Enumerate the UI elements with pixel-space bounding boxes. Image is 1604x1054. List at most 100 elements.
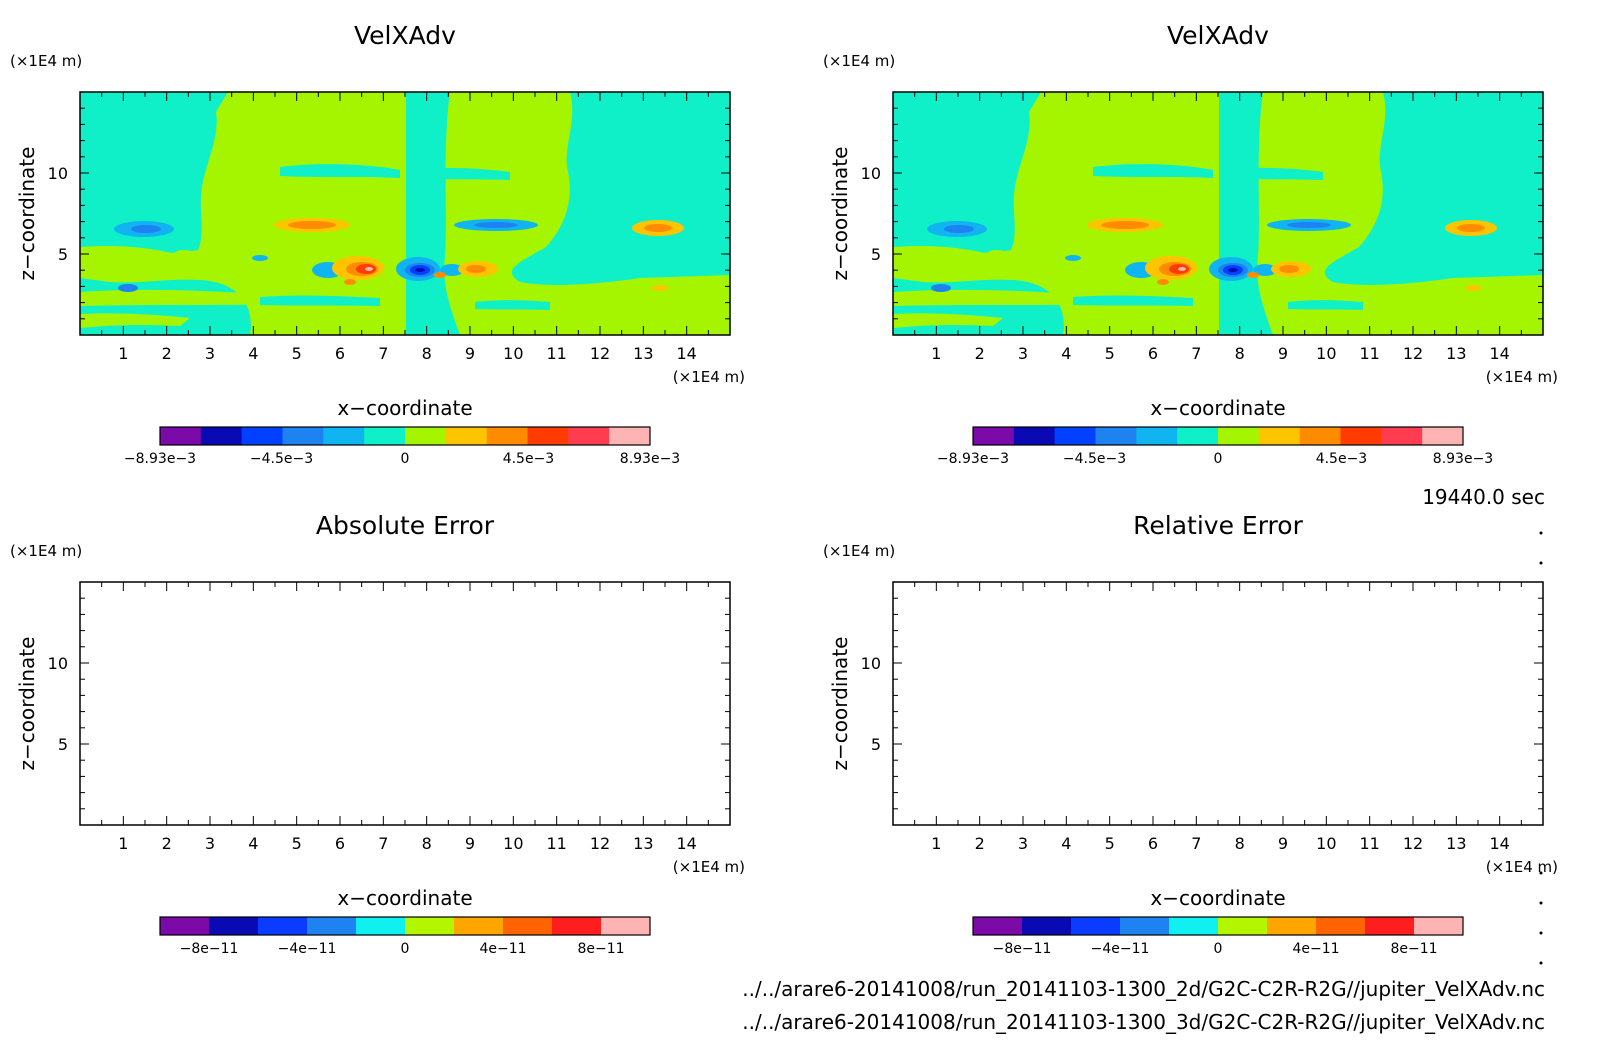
colorbar-frame (159, 916, 651, 936)
colorbar-swatch (1095, 427, 1137, 445)
y-unit-label: (×1E4 m) (823, 52, 895, 70)
colorbar-label: −8e−11 (993, 941, 1052, 957)
colorbar-swatch (1022, 917, 1072, 935)
x-tick-label: 10 (503, 344, 523, 363)
colorbar-swatch (1177, 427, 1219, 445)
colorbar-frame (159, 426, 651, 446)
x-tick-label: 9 (465, 834, 475, 853)
colorbar-swatch (973, 427, 1015, 445)
colorbar-label: −4e−11 (1091, 941, 1150, 957)
x-tick-label: 3 (205, 344, 215, 363)
x-tick-label: 12 (590, 834, 610, 853)
colorbar-swatch (1218, 917, 1268, 935)
colorbar: −8.93e−3 −4.5e−3 0 4.5e−3 8.93e−3 (124, 426, 680, 467)
x-tick-label: 7 (1191, 834, 1201, 853)
x-tick-label: 9 (1278, 344, 1288, 363)
colorbar-swatch (1365, 917, 1415, 935)
contour-field (80, 92, 730, 335)
x-tick-label: 14 (676, 834, 696, 853)
colorbar-swatch (258, 917, 308, 935)
x-tick-label: 1 (118, 344, 128, 363)
x-tick-label: 7 (378, 344, 388, 363)
x-tick-label: 2 (162, 834, 172, 853)
colorbar-label: 0 (401, 451, 410, 467)
colorbar-frame (972, 916, 1464, 936)
x-tick-label: 14 (676, 344, 696, 363)
colorbar-swatch (1316, 917, 1366, 935)
x-tick-label: 13 (633, 344, 653, 363)
colorbar: −8.93e−3 −4.5e−3 0 4.5e−3 8.93e−3 (937, 426, 1493, 467)
y-axis-label: z−coordinate (15, 637, 39, 771)
colorbar-swatch (364, 427, 406, 445)
x-axis-label: x−coordinate (1150, 886, 1285, 910)
contour-field (893, 92, 1543, 335)
x-tick-label: 7 (378, 834, 388, 853)
colorbar-label: 0 (1214, 941, 1223, 957)
x-tick-label: 11 (546, 834, 566, 853)
colorbar-label: −8e−11 (180, 941, 239, 957)
x-tick-label: 8 (1235, 834, 1245, 853)
colorbar-label: −4.5e−3 (1063, 451, 1126, 467)
colorbar-swatch (527, 427, 569, 445)
chart-panel-1: VelXAdv(×1E4 m)1 2 3 4 5 6 7 8 9 10 11 12 13 14510(×1… (10, 21, 745, 467)
file-path-2d: ../../arare6-20141008/run_20141103-1300_… (742, 977, 1545, 1001)
y-axis-label: z−coordinate (15, 147, 39, 281)
colorbar-swatch (1414, 917, 1464, 935)
colorbar-swatch (160, 427, 202, 445)
y-tick-label: 10 (861, 164, 881, 183)
colorbar-swatch (323, 427, 365, 445)
x-tick-label: 12 (590, 344, 610, 363)
x-axis-label: x−coordinate (1150, 396, 1285, 420)
x-tick-label: 13 (1446, 834, 1466, 853)
plot-frame (892, 581, 1544, 826)
colorbar-swatch (356, 917, 406, 935)
x-tick-label: 4 (248, 834, 258, 853)
colorbar-swatch (200, 427, 243, 445)
colorbar-swatch (601, 917, 651, 935)
x-tick-label: 1 (118, 834, 128, 853)
colorbar-swatch (552, 917, 602, 935)
plot-frame (79, 581, 731, 826)
colorbar-swatch (454, 917, 504, 935)
chart-panel-2: VelXAdv(×1E4 m)1 2 3 4 5 6 7 8 9 10 11 12 13 14510(×1… (823, 21, 1558, 467)
x-tick-label: 6 (335, 344, 345, 363)
colorbar-swatch (1071, 917, 1121, 935)
colorbar-swatch (405, 427, 447, 445)
x-tick-label: 6 (335, 834, 345, 853)
x-tick-label: 9 (465, 344, 475, 363)
colorbar-label: −4.5e−3 (250, 451, 313, 467)
colorbar-swatch (1299, 427, 1341, 445)
colorbar: −8e−11 −4e−11 0 4e−11 8e−11 (159, 916, 651, 957)
file-path-3d: ../../arare6-20141008/run_20141103-1300_… (742, 1010, 1545, 1034)
x-tick-label: 4 (1061, 344, 1071, 363)
colorbar-swatch (1136, 427, 1178, 445)
x-tick-label: 10 (1316, 834, 1336, 853)
plot-title: VelXAdv (1167, 21, 1269, 50)
y-tick-label: 10 (861, 654, 881, 673)
colorbar-label: 0 (1214, 451, 1223, 467)
x-unit-label: (×1E4 m) (1486, 858, 1558, 876)
colorbar-swatch (1381, 427, 1423, 445)
x-tick-label: 5 (1105, 344, 1115, 363)
x-tick-label: 3 (1018, 344, 1028, 363)
y-tick-label: 5 (58, 735, 68, 754)
x-tick-label: 8 (422, 834, 432, 853)
colorbar-swatch (1054, 427, 1096, 445)
x-tick-label: 6 (1148, 344, 1158, 363)
x-tick-label: 12 (1403, 834, 1423, 853)
colorbar-label: 8.93e−3 (620, 451, 680, 467)
colorbar-swatch (282, 427, 324, 445)
colorbar-swatch (1258, 427, 1301, 445)
colorbar-label: 4e−11 (479, 941, 526, 957)
y-unit-label: (×1E4 m) (823, 542, 895, 560)
chart-panel-4: Relative Error(×1E4 m)1 2 3 4 5 6 7 8 9 10 11 12 13 1… (823, 511, 1558, 957)
y-tick-label: 5 (58, 245, 68, 264)
x-tick-label: 5 (292, 344, 302, 363)
colorbar-label: 8e−11 (1390, 941, 1437, 957)
x-tick-label: 1 (931, 834, 941, 853)
colorbar-swatch (486, 427, 528, 445)
x-tick-label: 11 (1359, 834, 1379, 853)
x-tick-label: 2 (975, 344, 985, 363)
x-tick-label: 10 (1316, 344, 1336, 363)
